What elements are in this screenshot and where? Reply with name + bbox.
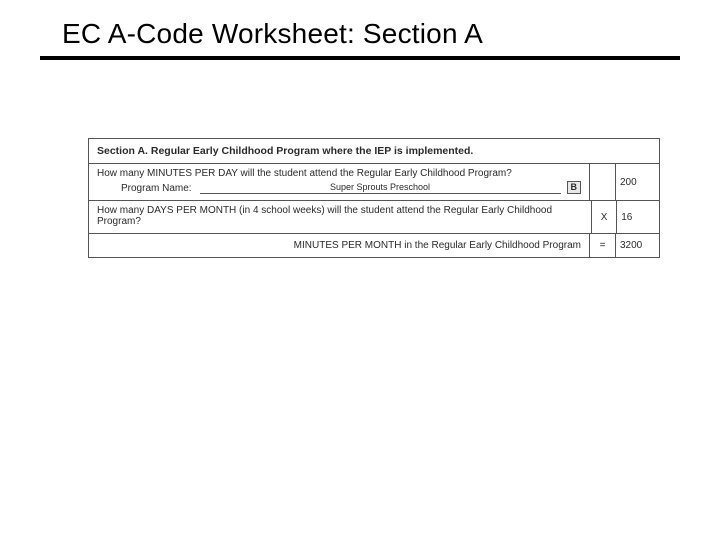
b-badge: B <box>567 181 582 194</box>
row-main: How many DAYS PER MONTH (in 4 school wee… <box>89 201 591 233</box>
question-text: How many MINUTES PER DAY will the studen… <box>97 168 581 179</box>
value-cell-minutes-day: 200 <box>615 164 659 200</box>
value-cell-result: 3200 <box>615 234 659 257</box>
row-minutes-per-day: How many MINUTES PER DAY will the studen… <box>89 164 659 201</box>
program-name-field: Super Sprouts Preschool <box>200 182 561 194</box>
op-cell-multiply: X <box>591 201 616 233</box>
program-name-value: Super Sprouts Preschool <box>330 182 430 192</box>
op-cell-equals: = <box>589 234 615 257</box>
row-main: How many MINUTES PER DAY will the studen… <box>89 164 589 200</box>
program-name-label: Program Name: <box>97 183 200 194</box>
result-label: MINUTES PER MONTH in the Regular Early C… <box>89 234 589 257</box>
title-underline <box>40 56 680 60</box>
section-header: Section A. Regular Early Childhood Progr… <box>89 139 659 164</box>
worksheet-table: Section A. Regular Early Childhood Progr… <box>88 138 660 258</box>
program-line: Program Name: Super Sprouts Preschool B <box>97 181 581 194</box>
question-text: How many DAYS PER MONTH (in 4 school wee… <box>97 205 583 227</box>
row-days-per-month: How many DAYS PER MONTH (in 4 school wee… <box>89 201 659 234</box>
op-cell <box>589 164 615 200</box>
row-result: MINUTES PER MONTH in the Regular Early C… <box>89 234 659 257</box>
slide-title: EC A-Code Worksheet: Section A <box>0 0 720 56</box>
value-cell-days-month: 16 <box>616 201 659 233</box>
